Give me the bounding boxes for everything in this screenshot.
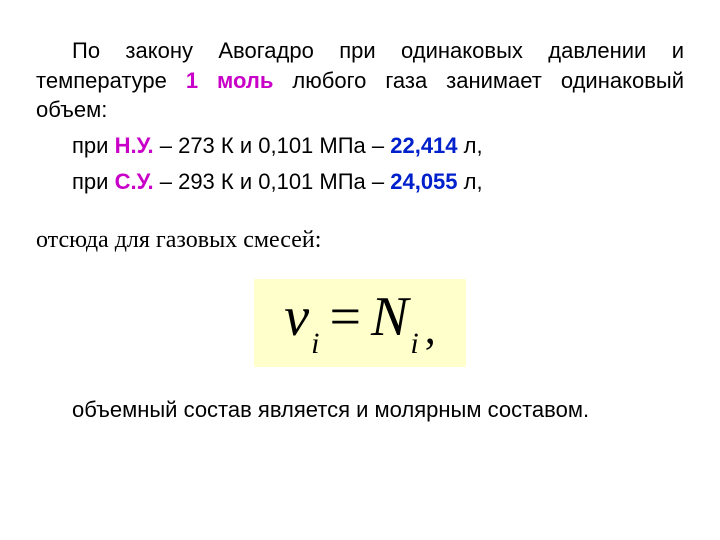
paragraph-conclusion: объемный состав является и молярным сост… xyxy=(36,395,684,425)
text-run: – 293 К и 0,101 МПа – xyxy=(154,169,391,194)
formula: vi=Ni, xyxy=(254,279,466,367)
line-mixes: отсюда для газовых смесей: xyxy=(36,224,684,256)
formula-comma: , xyxy=(419,304,436,353)
formula-sub-i-2: i xyxy=(408,327,418,360)
line-nu: при Н.У. – 273 К и 0,101 МПа – 22,414 л, xyxy=(36,131,684,161)
text-run: л, xyxy=(458,169,483,194)
value-su: 24,055 xyxy=(390,169,457,194)
highlight-mole: 1 моль xyxy=(186,68,274,93)
text-run: при xyxy=(72,133,115,158)
highlight-nu: Н.У. xyxy=(115,133,154,158)
formula-wrap: vi=Ni, xyxy=(36,279,684,367)
formula-v: v xyxy=(284,286,309,348)
text-run: при xyxy=(72,169,115,194)
line-su: при С.У. – 293 К и 0,101 МПа – 24,055 л, xyxy=(36,167,684,197)
slide: По закону Авогадро при одинаковых давлен… xyxy=(0,0,720,540)
paragraph-avogadro: По закону Авогадро при одинаковых давлен… xyxy=(36,36,684,125)
formula-eq: = xyxy=(319,286,371,348)
text-run: – 273 К и 0,101 МПа – xyxy=(154,133,391,158)
highlight-su: С.У. xyxy=(115,169,154,194)
formula-sub-i-1: i xyxy=(309,327,319,360)
formula-N: N xyxy=(371,286,408,348)
value-nu: 22,414 xyxy=(390,133,457,158)
text-run: л, xyxy=(458,133,483,158)
